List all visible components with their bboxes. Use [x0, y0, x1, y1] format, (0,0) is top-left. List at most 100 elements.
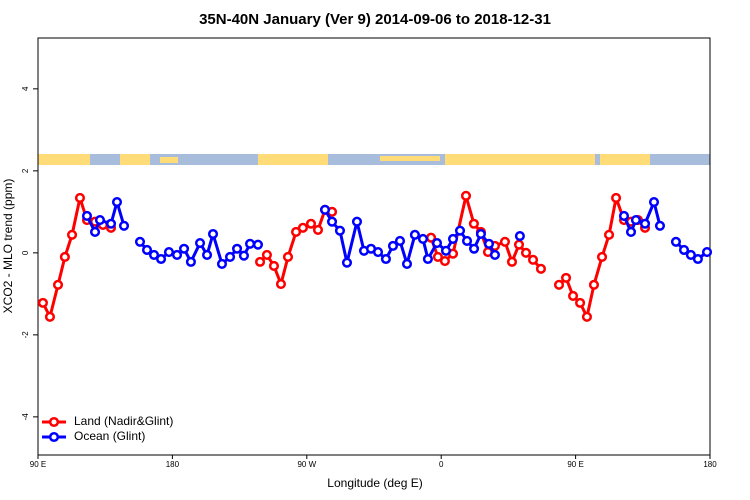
- point: [527, 254, 539, 265]
- point: [431, 237, 443, 249]
- point: [387, 240, 399, 251]
- point: [290, 226, 302, 237]
- point: [678, 244, 690, 256]
- point: [319, 204, 331, 215]
- point: [105, 218, 117, 229]
- point: [394, 235, 406, 247]
- y-tick-label: -2: [21, 331, 30, 339]
- y-axis-label: XCO2 - MLO trend (ppm): [1, 179, 15, 314]
- point: [156, 253, 167, 265]
- point: [111, 196, 123, 208]
- point: [37, 297, 48, 308]
- point: [439, 256, 450, 267]
- point: [275, 278, 287, 290]
- x-tick-label: 90 W: [297, 460, 316, 469]
- legend-marker: [48, 416, 60, 428]
- x-tick-label: 90 E: [567, 460, 583, 469]
- point: [489, 249, 501, 260]
- point: [514, 230, 525, 242]
- point: [334, 225, 346, 236]
- point: [440, 245, 452, 256]
- point: [630, 215, 641, 226]
- legend-label: Land (Nadir&Glint): [74, 414, 173, 428]
- point: [469, 243, 480, 254]
- point: [252, 239, 264, 250]
- point: [468, 218, 479, 229]
- x-axis-label: Longitude (deg E): [327, 476, 422, 490]
- point: [380, 253, 391, 265]
- point: [148, 249, 160, 260]
- point: [560, 272, 572, 283]
- point: [201, 249, 213, 260]
- point: [417, 233, 429, 244]
- point: [535, 263, 547, 274]
- legend-label: Ocean (Glint): [74, 429, 145, 443]
- point: [513, 239, 525, 250]
- point: [596, 251, 608, 263]
- point: [483, 238, 495, 249]
- point: [685, 249, 696, 260]
- point: [422, 253, 433, 265]
- point: [89, 226, 101, 237]
- point: [520, 247, 532, 258]
- point: [312, 224, 324, 235]
- point: [692, 253, 703, 265]
- point: [94, 215, 106, 226]
- point: [372, 246, 384, 258]
- point: [475, 228, 486, 240]
- point: [553, 279, 565, 290]
- point: [268, 260, 279, 272]
- point: [409, 229, 420, 240]
- x-tick-label: 180: [166, 460, 180, 469]
- plot-frame: [37, 37, 711, 456]
- point: [118, 220, 130, 231]
- point: [447, 233, 459, 244]
- point: [648, 196, 660, 208]
- legend-marker: [48, 431, 60, 443]
- y-tick-label: 2: [21, 168, 30, 173]
- point: [297, 222, 308, 233]
- point: [506, 256, 518, 267]
- point: [261, 249, 272, 260]
- point: [670, 236, 682, 247]
- point: [351, 216, 363, 227]
- point: [454, 225, 466, 236]
- point: [282, 251, 294, 263]
- point: [581, 311, 592, 322]
- point: [460, 190, 472, 201]
- point: [44, 311, 55, 322]
- point: [81, 210, 93, 222]
- point: [238, 250, 249, 261]
- point: [499, 236, 511, 247]
- point: [604, 229, 615, 240]
- point: [245, 238, 256, 249]
- point: [216, 258, 228, 269]
- y-tick-label: -4: [21, 413, 30, 421]
- point: [194, 237, 206, 249]
- point: [224, 251, 236, 263]
- y-tick-label: 0: [21, 250, 30, 255]
- x-tick-label: 180: [703, 460, 717, 469]
- point: [171, 249, 183, 260]
- point: [185, 256, 196, 267]
- point: [401, 258, 413, 269]
- series-line: [41, 194, 647, 319]
- point: [654, 220, 666, 231]
- point: [575, 297, 586, 308]
- point: [255, 256, 266, 267]
- x-tick-label: 0: [439, 460, 444, 469]
- point: [618, 210, 630, 222]
- point: [141, 244, 153, 256]
- point: [611, 192, 622, 203]
- point: [461, 235, 473, 247]
- point: [639, 218, 651, 229]
- chart-title: 35N-40N January (Ver 9) 2014-09-06 to 20…: [199, 11, 551, 28]
- point: [305, 218, 317, 229]
- point: [326, 216, 338, 227]
- point: [588, 279, 600, 290]
- point: [134, 236, 146, 247]
- y-tick-label: 4: [21, 86, 30, 91]
- x-tick-label: 90 E: [30, 460, 46, 469]
- point: [59, 251, 70, 263]
